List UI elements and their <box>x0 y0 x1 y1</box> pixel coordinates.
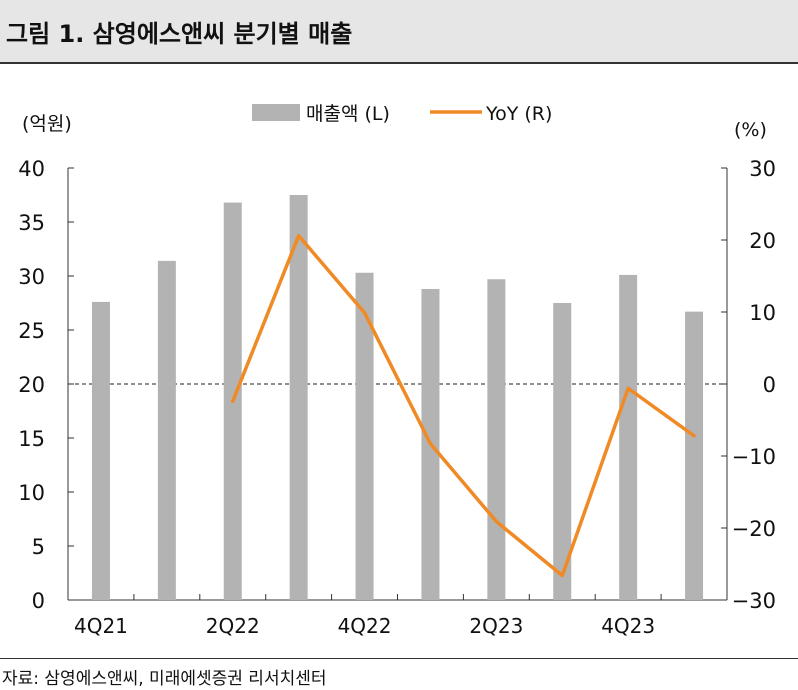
bar-sales <box>355 272 374 600</box>
right-axis-tick-label: 20 <box>749 229 776 253</box>
left-axis-tick-label: 0 <box>32 589 45 613</box>
left-axis-tick-label: 10 <box>18 481 45 505</box>
right-axis-tick-label: 0 <box>763 373 776 397</box>
x-axis-tick-label: 2Q22 <box>206 614 260 638</box>
right-axis-tick-label: −30 <box>732 589 776 613</box>
legend-bar-swatch <box>252 104 300 121</box>
x-axis-tick-label: 4Q21 <box>74 614 128 638</box>
right-axis-tick-label: −10 <box>732 445 776 469</box>
bar-sales <box>487 279 506 600</box>
bar-sales <box>289 195 308 600</box>
x-axis-tick-label: 4Q23 <box>601 614 655 638</box>
right-axis-unit: (%) <box>734 119 767 141</box>
left-axis-tick-label: 35 <box>18 211 45 235</box>
bar-sales <box>685 311 704 600</box>
sales-chart: 0 5 10 15 20 25 30 35 40 −30 −20 −10 0 10 20 30 4Q21 2Q22… <box>18 103 776 638</box>
left-axis-tick-label: 15 <box>18 427 45 451</box>
bar-sales <box>157 260 176 600</box>
right-axis-tick-label: 10 <box>749 301 776 325</box>
legend-line-label: YoY (R) <box>485 103 552 125</box>
left-axis-tick-label: 40 <box>18 157 45 181</box>
bar-sales <box>91 301 110 600</box>
left-axis-tick-label: 5 <box>32 535 45 559</box>
x-axis-tick-label: 4Q22 <box>338 614 392 638</box>
source-note: 자료: 삼영에스앤씨, 미래에셋증권 리서치센터 <box>2 669 327 689</box>
right-axis-tick-label: 30 <box>749 157 776 181</box>
title-bar: 그림 1. 삼영에스앤씨 분기별 매출 <box>0 0 798 62</box>
bar-sales <box>619 274 638 600</box>
title-divider <box>0 62 798 64</box>
yoy-line <box>231 233 696 578</box>
left-axis-tick-label: 25 <box>18 319 45 343</box>
footer-divider <box>0 658 798 659</box>
left-axis-unit: (억원) <box>22 113 72 135</box>
right-axis-tick-label: −20 <box>732 517 776 541</box>
page-title: 그림 1. 삼영에스앤씨 분기별 매출 <box>6 20 353 48</box>
bar-sales <box>553 303 572 600</box>
legend-bar-label: 매출액 (L) <box>306 103 390 125</box>
left-axis-tick-label: 30 <box>18 265 45 289</box>
left-axis-tick-label: 20 <box>18 373 45 397</box>
x-axis-tick-label: 2Q23 <box>469 614 523 638</box>
